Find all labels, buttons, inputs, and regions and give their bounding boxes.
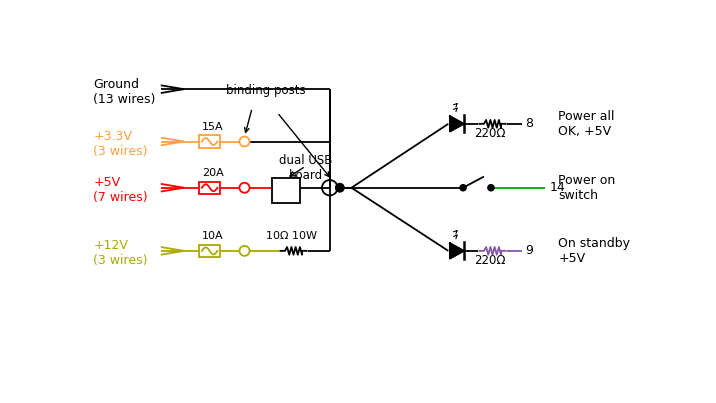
Bar bbox=[199, 135, 221, 147]
Text: On standby
+5V: On standby +5V bbox=[558, 237, 630, 265]
Text: Power all
OK, +5V: Power all OK, +5V bbox=[558, 110, 615, 138]
Text: Power on
switch: Power on switch bbox=[558, 174, 616, 202]
Text: 10A: 10A bbox=[202, 231, 223, 241]
Circle shape bbox=[336, 183, 344, 192]
Polygon shape bbox=[450, 116, 464, 131]
Bar bbox=[272, 179, 300, 203]
Bar bbox=[199, 182, 221, 194]
Text: dual USB
board: dual USB board bbox=[279, 154, 332, 182]
Circle shape bbox=[488, 185, 494, 191]
Text: binding posts: binding posts bbox=[226, 84, 306, 97]
Text: 14: 14 bbox=[550, 181, 566, 194]
Text: 15A: 15A bbox=[202, 122, 223, 132]
Text: Ground
(13 wires): Ground (13 wires) bbox=[93, 78, 156, 106]
Text: 10Ω 10W: 10Ω 10W bbox=[266, 231, 317, 241]
Text: 8: 8 bbox=[525, 117, 533, 130]
Text: 20A: 20A bbox=[202, 168, 223, 178]
Text: 220Ω: 220Ω bbox=[474, 254, 505, 267]
Text: +5V
(7 wires): +5V (7 wires) bbox=[93, 176, 148, 204]
Circle shape bbox=[460, 185, 466, 191]
Text: +3.3V
(3 wires): +3.3V (3 wires) bbox=[93, 130, 148, 158]
Text: 220Ω: 220Ω bbox=[474, 127, 505, 140]
Polygon shape bbox=[450, 243, 464, 259]
Bar bbox=[199, 245, 221, 257]
Text: +12V
(3 wires): +12V (3 wires) bbox=[93, 239, 148, 267]
Text: 9: 9 bbox=[525, 244, 533, 258]
